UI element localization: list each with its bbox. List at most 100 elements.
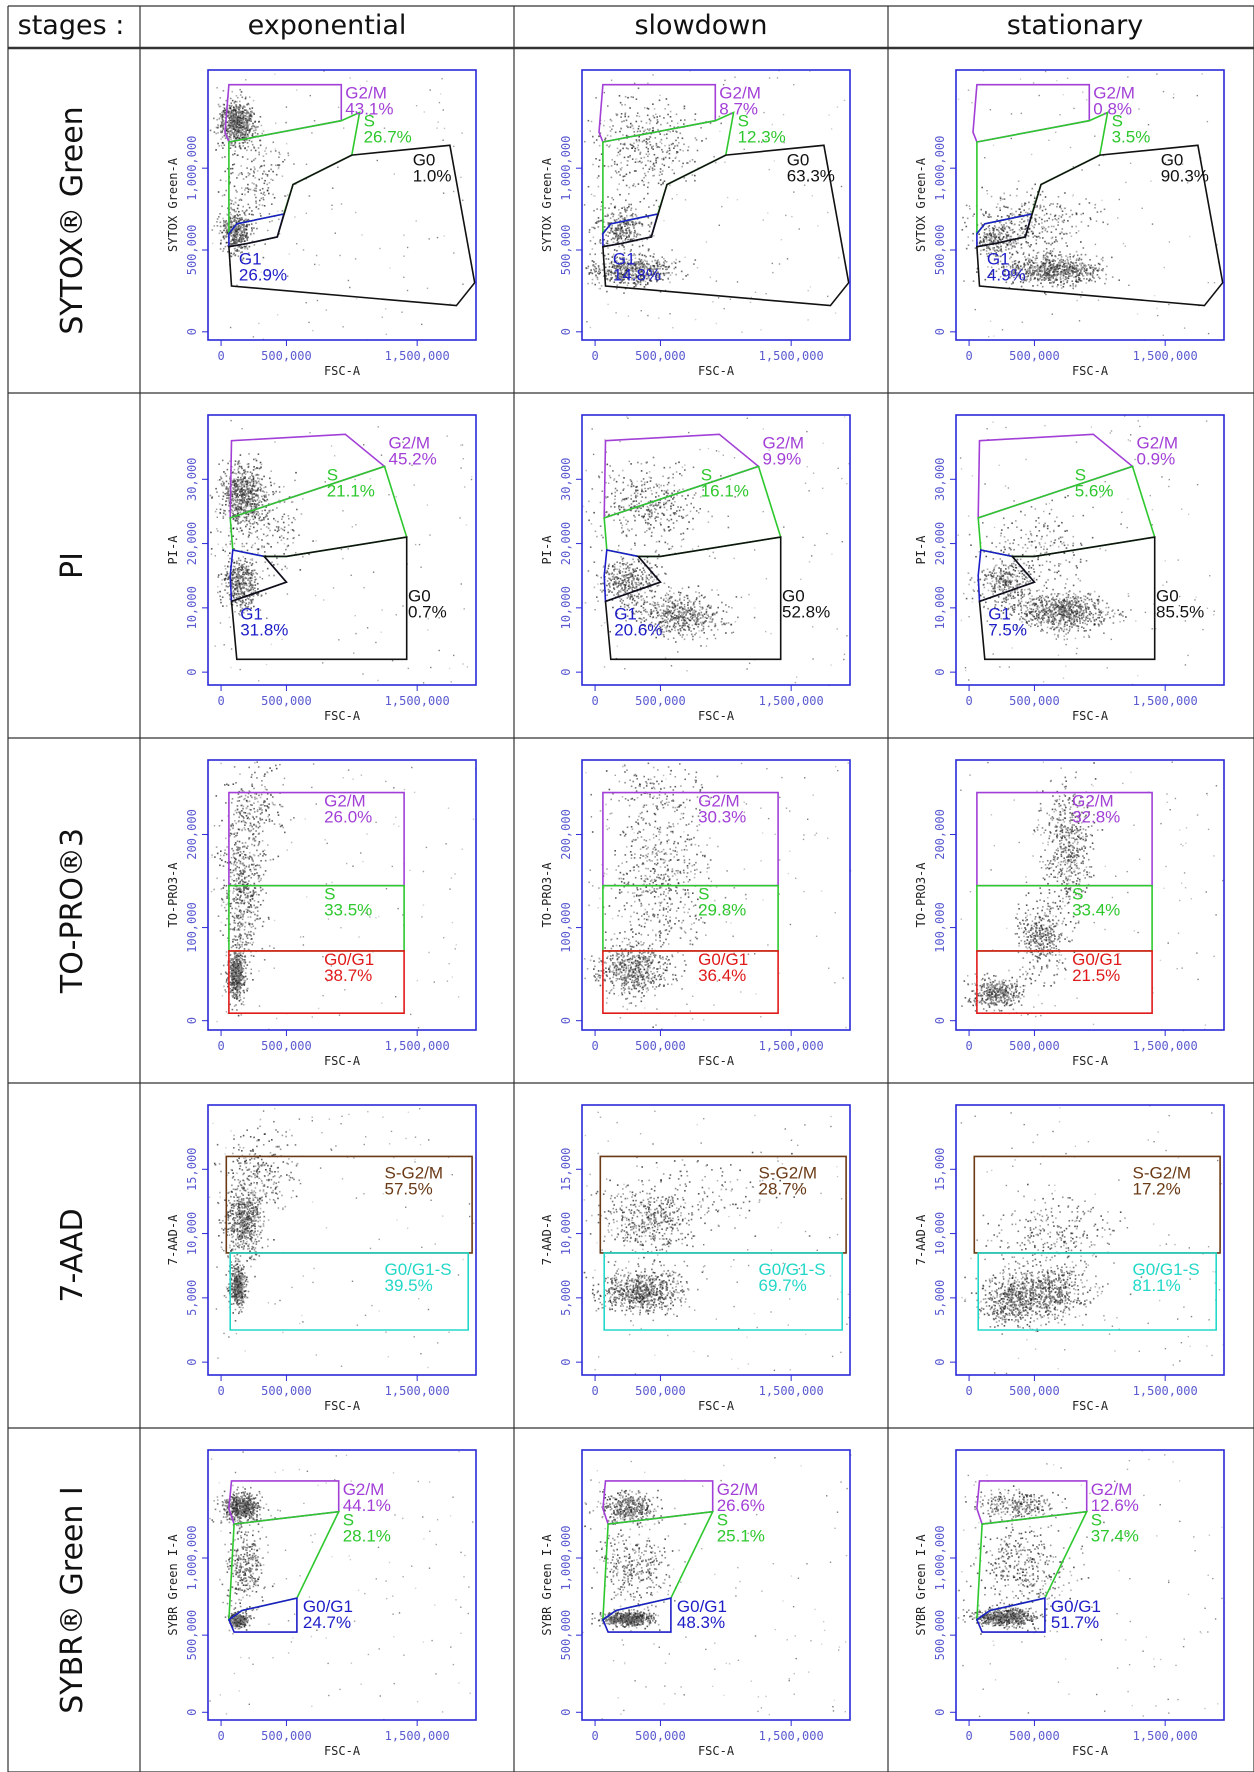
data-point — [331, 205, 332, 206]
data-point — [242, 145, 244, 147]
data-point — [216, 491, 218, 493]
gate-g2-m — [973, 85, 1089, 142]
data-point — [241, 91, 243, 93]
data-point — [1034, 214, 1036, 216]
data-point — [1070, 210, 1072, 212]
data-point — [237, 246, 239, 248]
data-point — [253, 175, 255, 177]
data-point — [221, 483, 223, 485]
data-point — [222, 120, 224, 122]
data-point — [1070, 285, 1072, 287]
data-point — [1022, 322, 1023, 323]
data-point — [587, 268, 589, 270]
data-point — [599, 159, 601, 161]
data-point — [263, 130, 265, 132]
data-point — [253, 336, 254, 337]
data-point — [1063, 220, 1065, 222]
data-point — [230, 122, 232, 124]
data-point — [338, 107, 339, 108]
data-point — [1026, 276, 1028, 278]
data-point — [607, 240, 609, 242]
data-point — [681, 271, 683, 273]
x-tick-label: 500,000 — [1009, 349, 1060, 363]
data-point — [671, 162, 672, 163]
data-point — [246, 150, 248, 152]
data-point — [1079, 263, 1081, 265]
data-point — [988, 226, 990, 228]
data-point — [666, 133, 668, 135]
data-point — [660, 168, 662, 170]
data-point — [1049, 262, 1051, 264]
data-point — [236, 177, 238, 179]
data-point — [627, 164, 629, 166]
data-point — [225, 232, 227, 234]
data-point — [989, 228, 991, 230]
data-point — [270, 482, 272, 484]
data-point — [243, 500, 245, 502]
data-point — [624, 207, 626, 209]
data-point — [656, 200, 658, 202]
data-point — [600, 220, 602, 222]
data-point — [643, 177, 645, 179]
data-point — [639, 141, 641, 143]
data-point — [633, 234, 635, 236]
data-point — [647, 193, 649, 195]
data-point — [1081, 273, 1083, 275]
data-point — [657, 157, 659, 159]
data-point — [1082, 92, 1083, 93]
data-point — [1107, 224, 1109, 226]
data-point — [642, 141, 644, 143]
data-point — [663, 220, 664, 221]
data-point — [222, 460, 224, 462]
data-point — [231, 495, 233, 497]
data-point — [1059, 114, 1060, 115]
data-point — [242, 473, 244, 475]
data-point — [1024, 204, 1026, 206]
data-point — [224, 238, 226, 240]
data-point — [1101, 200, 1102, 201]
data-point — [241, 122, 243, 124]
data-point — [285, 122, 287, 124]
gate-percent: 26.7% — [364, 128, 412, 147]
data-point — [244, 497, 246, 499]
data-point — [618, 218, 620, 220]
data-point — [250, 491, 252, 493]
data-point — [1106, 279, 1107, 280]
data-point — [231, 221, 233, 223]
data-point — [296, 89, 297, 90]
data-point — [592, 283, 594, 285]
data-point — [1123, 243, 1124, 244]
data-point — [223, 110, 225, 112]
data-point — [632, 244, 634, 246]
data-point — [248, 204, 250, 206]
data-point — [641, 121, 643, 123]
data-point — [235, 114, 237, 116]
data-point — [1049, 274, 1051, 276]
data-point — [670, 131, 671, 132]
data-point — [237, 106, 239, 108]
data-point — [1062, 272, 1064, 274]
data-point — [674, 145, 676, 147]
data-point — [389, 267, 390, 268]
data-point — [608, 253, 610, 255]
data-point — [249, 173, 251, 175]
data-point — [669, 145, 671, 147]
data-point — [992, 229, 994, 231]
data-point — [589, 272, 591, 274]
data-point — [253, 497, 255, 499]
data-point — [990, 237, 992, 239]
data-point — [248, 146, 250, 148]
data-point — [639, 258, 641, 260]
data-point — [627, 239, 629, 241]
data-point — [244, 509, 246, 511]
data-point — [640, 261, 642, 263]
data-point — [248, 478, 250, 480]
data-point — [1011, 213, 1013, 215]
data-point — [287, 276, 288, 277]
data-point — [623, 176, 625, 178]
data-point — [1088, 225, 1090, 227]
panel-pi-exponential: G2/M45.2%S21.1%G131.8%G00.7%0 500,000 1,50… — [166, 415, 476, 723]
data-point — [237, 521, 239, 523]
data-point — [251, 533, 253, 535]
